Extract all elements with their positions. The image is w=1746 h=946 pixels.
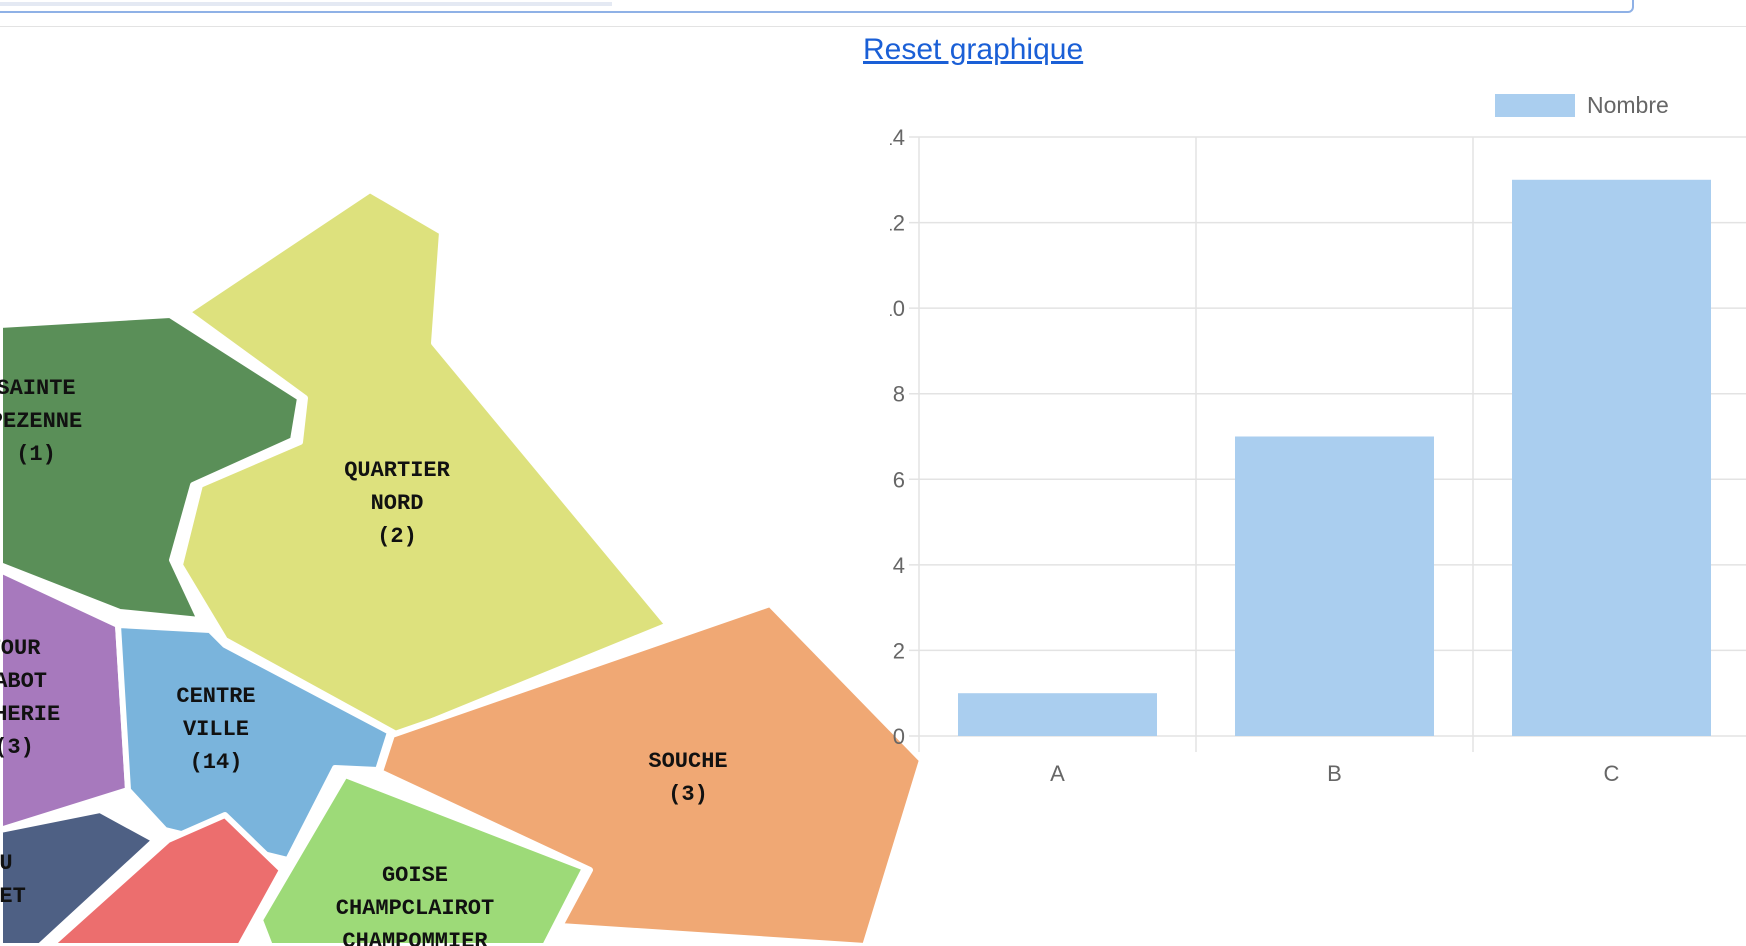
- district-label-clou-bouchet: U: [0, 851, 13, 876]
- district-label-quartier-nord: QUARTIER: [344, 458, 450, 483]
- y-tick-label: 0: [893, 724, 905, 749]
- legend-label[interactable]: Nombre: [1587, 92, 1669, 118]
- district-label-clou-bouchet: HET: [0, 884, 26, 909]
- district-label-tour-chabot: TOUR: [0, 636, 41, 661]
- district-label-sainte-pezenne: SAINTE: [0, 376, 76, 401]
- district-label-sainte-pezenne: PEZENNE: [0, 409, 82, 434]
- x-tick-label: A: [1050, 761, 1065, 786]
- district-label-goise: GOISE: [382, 863, 448, 888]
- bar-B[interactable]: [1235, 436, 1434, 737]
- y-tick-label: 14: [890, 125, 905, 150]
- district-label-centre-ville: (14): [190, 750, 243, 775]
- district-label-goise: CHAMPCLAIROT: [336, 896, 494, 921]
- reset-chart-link[interactable]: Reset graphique: [863, 33, 1084, 66]
- search-input-text-highlight: [0, 2, 612, 6]
- district-label-goise: CHAMPOMMIER: [342, 929, 488, 946]
- district-label-centre-ville: CENTRE: [176, 684, 255, 709]
- y-tick-label: 12: [890, 211, 905, 236]
- districts-map: SAINTE PEZENNE (1) QUARTIER NORD (2) TOUR HABOT…: [0, 190, 925, 946]
- district-red[interactable]: [47, 812, 285, 946]
- district-label-tour-chabot: ACHERIE: [0, 702, 60, 727]
- x-tick-label: C: [1604, 761, 1620, 786]
- district-label-tour-chabot: HABOT: [0, 669, 47, 694]
- district-label-quartier-nord: (2): [377, 524, 417, 549]
- district-centre-ville[interactable]: [115, 622, 393, 863]
- x-tick-label: B: [1327, 761, 1342, 786]
- y-tick-label: 6: [893, 467, 905, 492]
- district-label-quartier-nord: NORD: [371, 491, 424, 516]
- district-label-tour-chabot: (3): [0, 735, 34, 760]
- district-clou-bouchet[interactable]: [0, 807, 158, 946]
- district-sainte-pezenne[interactable]: [0, 312, 303, 623]
- district-label-souche: (3): [668, 782, 708, 807]
- district-label-sainte-pezenne: (1): [16, 442, 56, 467]
- y-tick-label: 4: [893, 553, 905, 578]
- y-tick-label: 2: [893, 638, 905, 663]
- bar-chart: 0 2 4 6 8 10 12 14 A B C Nombre: [890, 92, 1746, 786]
- district-label-souche: SOUCHE: [648, 749, 727, 774]
- top-bar: [0, 0, 1746, 27]
- search-input[interactable]: [0, 0, 1634, 13]
- district-souche[interactable]: [377, 601, 925, 946]
- district-goise[interactable]: [257, 772, 588, 946]
- district-label-centre-ville: VILLE: [183, 717, 249, 742]
- y-tick-label: 10: [890, 296, 905, 321]
- bar-C[interactable]: [1512, 179, 1711, 736]
- bar-A[interactable]: [958, 693, 1157, 736]
- legend-swatch[interactable]: [1495, 94, 1575, 117]
- y-tick-label: 8: [893, 382, 905, 407]
